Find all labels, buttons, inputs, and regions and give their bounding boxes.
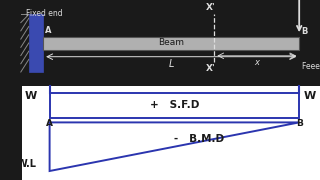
Text: W: W — [304, 0, 316, 1]
Text: W: W — [25, 91, 37, 101]
Text: B: B — [296, 119, 303, 128]
Text: W.L: W.L — [17, 159, 37, 169]
Text: W: W — [304, 91, 316, 101]
Text: Beam: Beam — [158, 38, 184, 47]
Text: A: A — [46, 119, 53, 128]
Text: B: B — [301, 27, 307, 36]
Bar — [29, 14, 43, 72]
Polygon shape — [50, 122, 299, 171]
Text: -   B.M.D: - B.M.D — [174, 134, 224, 145]
Text: X': X' — [206, 3, 216, 12]
Text: +   S.F.D: + S.F.D — [150, 100, 199, 110]
Text: A: A — [45, 26, 51, 35]
Bar — [50, 93, 299, 118]
Text: x: x — [254, 58, 259, 67]
Bar — [43, 37, 299, 50]
Text: L: L — [169, 59, 174, 69]
Bar — [22, 86, 320, 180]
Text: Feee end: Feee end — [302, 62, 320, 71]
Text: X': X' — [206, 64, 216, 73]
Text: Fixed end: Fixed end — [26, 9, 62, 18]
